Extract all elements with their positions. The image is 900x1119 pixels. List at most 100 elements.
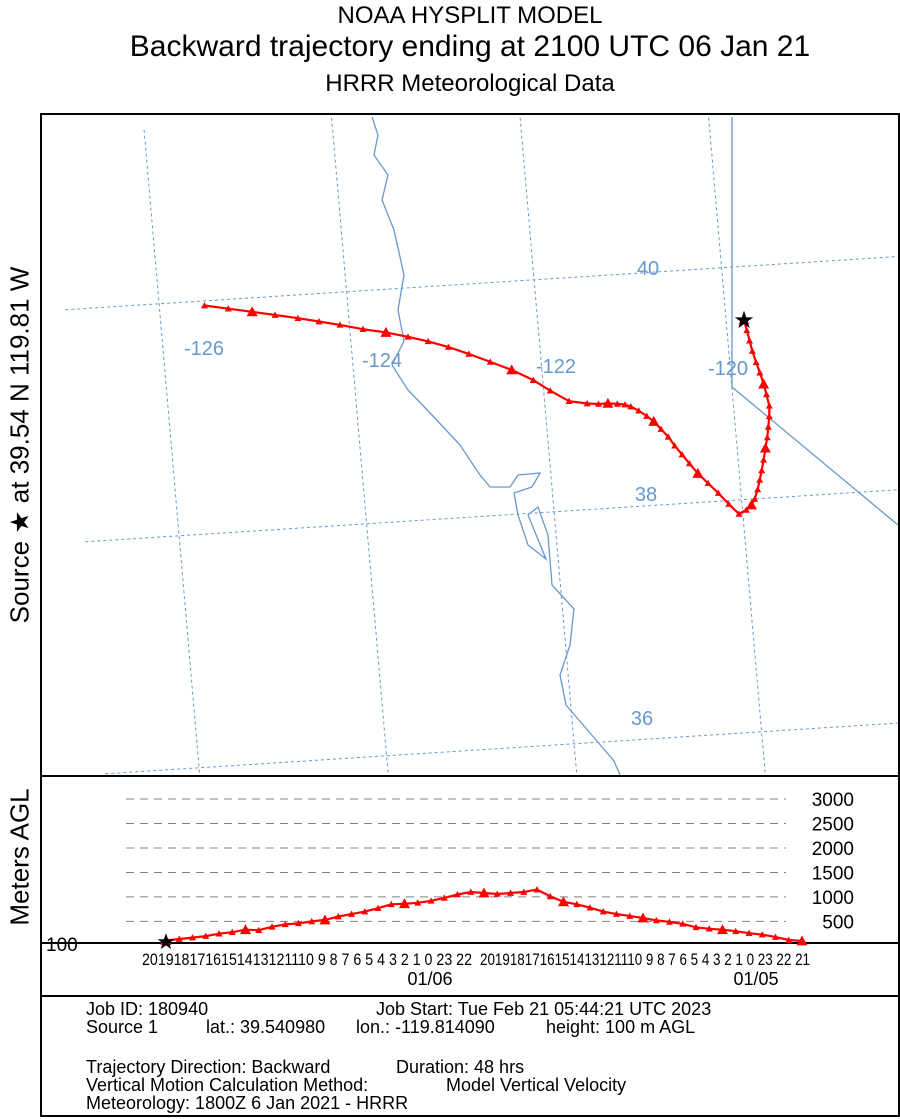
altitude-point: [240, 924, 251, 935]
meteorology-title: HRRR Meteorological Data: [325, 70, 615, 97]
altitude-point: [652, 916, 660, 924]
altitude-point: [717, 924, 728, 935]
trajectory-duration: Duration: 48 hrs: [396, 1057, 525, 1077]
meridian-line: [331, 117, 393, 814]
altitude-point: [467, 888, 475, 895]
altitude-point: [308, 917, 316, 925]
parallel-line: [85, 489, 900, 543]
altitude-point: [414, 899, 422, 906]
meteorology-info: Meteorology: 1800Z 6 Jan 2021 - HRRR: [86, 1093, 409, 1113]
trajectory-point: [763, 433, 771, 441]
trajectory-point: [424, 337, 432, 345]
trajectory-point: [685, 459, 693, 467]
altitude-point: [758, 931, 766, 938]
trajectory-point: [746, 337, 754, 344]
altitude-point: [558, 896, 569, 907]
altitude-point: [546, 892, 554, 900]
trajectory-point: [643, 412, 651, 419]
altitude-tick-label: 3000: [812, 790, 854, 811]
hour-labels-day2: 2019181716151413121110 9 8 7 6 5 4 3 2 1…: [142, 950, 472, 969]
altitude-point: [637, 912, 649, 923]
altitude-point: [399, 898, 410, 909]
longitude-label: -126: [184, 338, 224, 360]
start-star-icon: ★: [156, 929, 176, 954]
altitude-point: [705, 925, 713, 932]
altitude-point: [520, 888, 528, 895]
altitude-point: [454, 890, 461, 898]
altitude-point: [160, 935, 172, 945]
altitude-point: [613, 910, 620, 917]
meridian-line: [143, 129, 205, 826]
altitude-tick-label: 2500: [812, 814, 854, 835]
coastline: [371, 116, 621, 776]
state-border-diagonal: [731, 386, 899, 526]
trajectory-point: [465, 350, 473, 357]
trajectory-point: [565, 397, 573, 404]
altitude-point: [666, 918, 673, 925]
trajectory-point: [692, 467, 704, 478]
altitude-point: [692, 923, 700, 931]
altitude-point: [215, 930, 223, 937]
trajectory-point: [756, 476, 764, 483]
source-star-icon: ★: [733, 307, 755, 334]
source-lat: lat.: 39.540980: [206, 1017, 326, 1037]
trajectory-point: [760, 456, 768, 463]
trajectory-point: [704, 479, 712, 487]
trajectory-point: [759, 442, 771, 453]
meridian-line: [518, 105, 580, 802]
trajectory-point: [444, 343, 452, 350]
altitude-point: [427, 897, 435, 904]
trajectory-point: [714, 489, 722, 496]
trajectory-point: [627, 403, 635, 410]
altitude-point: [228, 928, 236, 935]
altitude-point: [745, 929, 753, 936]
trajectory-point: [745, 499, 757, 510]
trajectory-point: [200, 302, 208, 309]
altitude-point: [202, 932, 210, 939]
altitude-point: [679, 920, 687, 927]
trajectory-point: [748, 347, 756, 354]
trajectory-point: [738, 314, 750, 325]
altitude-point: [189, 934, 196, 941]
altitude-point: [796, 935, 808, 946]
trajectory-point: [762, 390, 770, 398]
trajectory-point: [635, 407, 643, 414]
altitude-axis-label: Meters AGL: [4, 788, 35, 926]
meridian-line: [706, 93, 768, 790]
vertical-method-label: Vertical Motion Calculation Method:: [86, 1075, 369, 1095]
altitude-point: [268, 923, 276, 930]
altitude-point: [573, 900, 581, 908]
date-label: 01/06: [407, 969, 452, 989]
altitude-tick-label: 500: [822, 912, 854, 933]
altitude-chart: 3000 2500 2000 1500 1000 500 100 ★ 2019181716151…: [40, 775, 900, 997]
altitude-point: [255, 926, 263, 934]
trajectory-point: [756, 369, 764, 376]
altitude-point: [772, 933, 779, 940]
trajectory-point: [648, 415, 660, 426]
altitude-point: [599, 908, 607, 915]
job-info-panel: Job ID: 180940 Job Start: Tue Feb 21 05:…: [40, 995, 900, 1117]
trajectory-point: [735, 510, 743, 517]
trajectory-point: [595, 400, 603, 407]
trajectory-point: [725, 500, 733, 507]
altitude-tick-label: 1500: [812, 863, 854, 884]
trajectory-point: [246, 306, 258, 317]
vertical-method-value: Model Vertical Velocity: [446, 1075, 627, 1095]
trajectory-point: [664, 433, 672, 440]
altitude-point: [785, 936, 793, 943]
map-svg: -126 -124 -122 -120 40 38 36 ★: [65, 93, 900, 826]
trajectory-point: [404, 333, 412, 340]
trajectory-point: [315, 318, 323, 325]
source-height: height: 100 m AGL: [546, 1017, 696, 1037]
altitude-point: [493, 890, 501, 897]
parallel-line: [65, 255, 900, 311]
altitude-point: [295, 919, 302, 927]
source-location-label: Source ★ at 39.54 N 119.81 W: [4, 266, 35, 624]
trajectory-point: [506, 364, 518, 375]
date-label: 01/05: [733, 969, 778, 989]
start-height-label: 100: [46, 935, 78, 956]
altitude-point: [440, 894, 448, 901]
trajectory-point: [336, 321, 344, 328]
altitude-point: [586, 904, 594, 911]
trajectory-point: [751, 495, 759, 502]
